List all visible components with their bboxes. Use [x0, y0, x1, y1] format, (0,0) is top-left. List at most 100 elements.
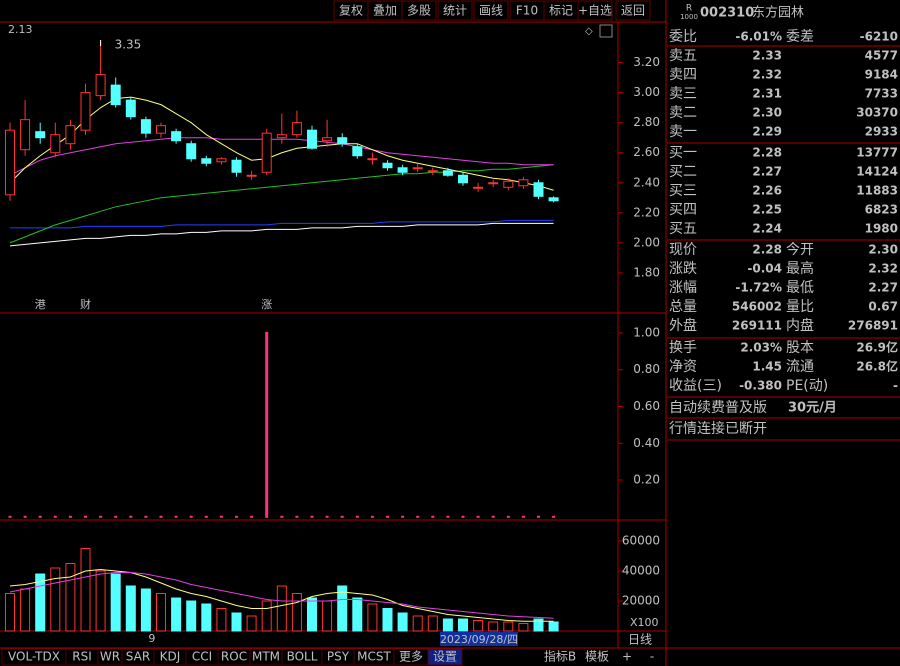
diamond-icon[interactable]: ◇: [585, 26, 593, 37]
period-label[interactable]: 日线: [628, 633, 652, 647]
indicator-bar: [416, 515, 420, 518]
tab-label[interactable]: SAR: [126, 650, 150, 664]
toolbar-label[interactable]: +自选: [578, 4, 612, 18]
toolbar-button[interactable]: [577, 0, 613, 21]
volume-bar: [156, 593, 166, 632]
candle-body: [50, 134, 61, 154]
quote-value: 2.03%: [740, 341, 782, 355]
candle-body: [246, 174, 257, 177]
toolbar-label[interactable]: 叠加: [373, 4, 397, 18]
event-marker: 财: [80, 297, 91, 311]
book-volume: 13777: [856, 146, 898, 160]
toolbar-button[interactable]: [437, 0, 473, 21]
toolbar-label[interactable]: 复权: [339, 4, 363, 18]
volume-bar: [80, 548, 91, 632]
cursor-date-box: [440, 632, 518, 646]
candle-body: [156, 125, 166, 134]
toolbar-label[interactable]: F10: [516, 4, 538, 18]
book-volume: 14124: [856, 165, 898, 179]
quote-value: 26.9亿: [856, 340, 898, 355]
tab-label[interactable]: WR: [100, 650, 120, 664]
quote-value: -: [893, 379, 898, 393]
toolbar-label[interactable]: 统计: [443, 4, 467, 18]
toolbar-button[interactable]: [473, 0, 509, 21]
candle-body: [307, 129, 317, 149]
tab-label[interactable]: RSI: [72, 650, 92, 664]
settings-icon[interactable]: [599, 24, 613, 38]
volume-bar: [216, 608, 227, 632]
price-tag[interactable]: 30元/月: [788, 401, 837, 416]
toolbar-label[interactable]: 多股: [407, 4, 431, 18]
indicator-bar: [491, 515, 495, 518]
candle-body: [442, 170, 453, 176]
stock-name: 东方园林: [752, 5, 804, 21]
toolbar-button[interactable]: [615, 0, 651, 21]
book-label: 买二: [669, 164, 697, 180]
indicator-bar: [8, 515, 12, 518]
quote-label: 净资: [669, 359, 697, 375]
quote-value: 0.67: [868, 300, 898, 314]
book-volume: 1980: [865, 222, 898, 236]
tab-label[interactable]: ROC: [221, 650, 247, 664]
quote-label: 现价: [669, 242, 697, 258]
toolbar-label[interactable]: 标记: [549, 4, 573, 18]
indicator-bar: [446, 515, 450, 518]
tab-label[interactable]: VOL-TDX: [8, 650, 60, 664]
toolbar-button[interactable]: [401, 0, 437, 21]
tab-right[interactable]: +: [622, 650, 632, 664]
candle-body: [110, 84, 121, 106]
tab-label[interactable]: MTM: [252, 650, 280, 664]
candle-body: [382, 162, 393, 169]
quote-label: 涨跌: [669, 261, 697, 277]
volume-bar: [322, 600, 333, 632]
volume-bar: [171, 597, 182, 632]
volume-bar: [548, 621, 559, 632]
indicator-bar: [38, 515, 42, 518]
volume-bar: [458, 618, 468, 632]
y-tick-label: 3.20: [633, 55, 660, 69]
book-label: 卖五: [669, 48, 697, 64]
book-price: 2.24: [752, 222, 782, 236]
toolbar-label[interactable]: 返回: [621, 4, 645, 18]
promo[interactable]: 自动续费普及版: [669, 399, 767, 416]
quote-value: 276891: [848, 319, 898, 333]
book-price: 2.32: [752, 68, 782, 82]
indicator-bar: [174, 515, 178, 518]
volume-bar: [95, 570, 106, 632]
candle-body: [412, 167, 423, 170]
candle-body: [367, 158, 378, 161]
tab-right[interactable]: 指标B: [544, 649, 576, 664]
book-label: 卖二: [669, 105, 697, 121]
tab-label[interactable]: MCST: [357, 650, 391, 664]
corner-label: 2.13: [8, 23, 33, 36]
indicator-bar: [204, 515, 208, 518]
quote-value: 269111: [732, 319, 782, 333]
indicator-bar: [506, 515, 510, 518]
toolbar-label[interactable]: 画线: [479, 4, 503, 18]
indicator-tab[interactable]: [427, 648, 463, 666]
quote-value: 546002: [732, 300, 782, 314]
candle-body: [201, 158, 212, 164]
quote-value: -1.72%: [735, 281, 782, 295]
tab-label[interactable]: KDJ: [160, 650, 181, 664]
volume-bar: [367, 603, 378, 632]
tab-right[interactable]: 模板: [585, 650, 609, 664]
indicator-bar: [461, 515, 465, 518]
indicator-bar: [552, 515, 556, 518]
volume-bar: [201, 603, 212, 632]
tab-label[interactable]: BOLL: [287, 650, 318, 664]
volume-bar: [488, 621, 499, 632]
tab-label[interactable]: PSY: [327, 650, 350, 664]
candle-body: [427, 170, 438, 173]
tab-label[interactable]: CCI: [192, 650, 212, 664]
book-label: 卖四: [669, 67, 697, 83]
tab-right[interactable]: -: [650, 650, 654, 664]
volume-ma-line: [9, 568, 554, 622]
book-volume: 7733: [865, 87, 898, 101]
tab-label[interactable]: 更多: [399, 650, 423, 664]
quote-value: -6.01%: [735, 30, 782, 44]
tab-label[interactable]: 设置: [433, 650, 457, 664]
indicator-bar: [250, 515, 254, 518]
book-label: 买一: [669, 145, 697, 161]
volume-bar: [291, 593, 302, 632]
